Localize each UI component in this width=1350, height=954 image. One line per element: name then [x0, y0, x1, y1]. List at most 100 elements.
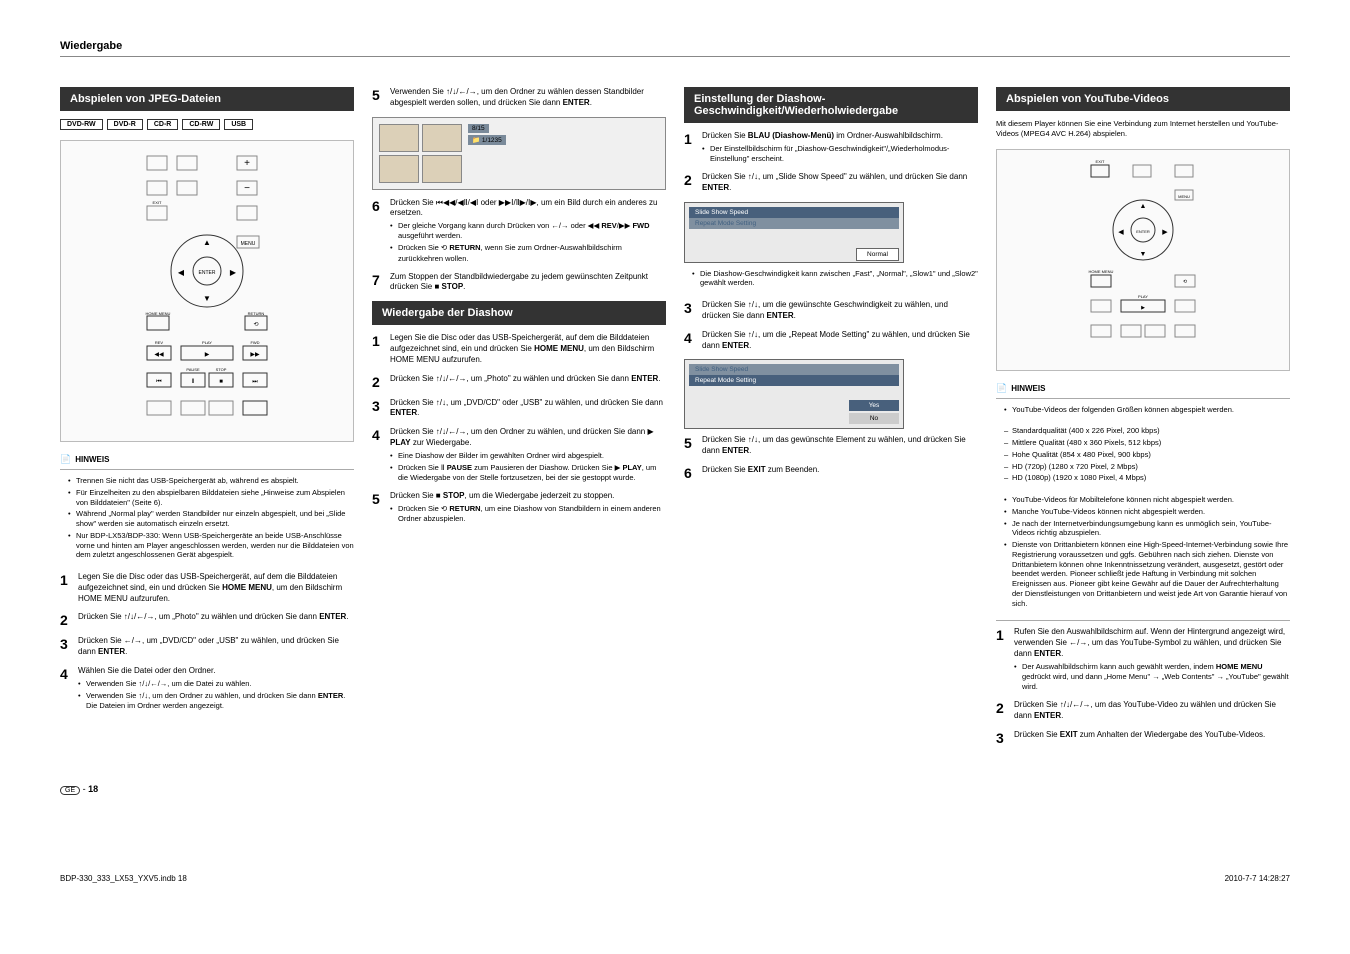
page-number: GE - 18 [60, 784, 1290, 794]
hinweis-list: YouTube-Videos für Mobiltelefone können … [996, 495, 1290, 608]
media-tag: DVD-R [107, 119, 143, 130]
step: 1Rufen Sie den Auswahlbildschirm auf. We… [996, 627, 1290, 692]
section-jpeg-title: Abspielen von JPEG-Dateien [60, 87, 354, 111]
step-text: Drücken Sie ⏮◀◀/◀Ⅱ/◀Ⅰ oder ▶▶Ⅰ/Ⅱ▶/Ⅰ▶, um… [390, 198, 666, 264]
sub-note: Verwenden Sie ↑/↓/←/→, um die Datei zu w… [78, 679, 354, 689]
list-item: YouTube-Videos für Mobiltelefone können … [1004, 495, 1290, 505]
step-text: Rufen Sie den Auswahlbildschirm auf. Wen… [1014, 627, 1290, 692]
step: 5Verwenden Sie ↑/↓/←/→, um den Ordner zu… [372, 87, 666, 109]
step-number: 3 [372, 398, 390, 420]
file-indicator: BDP-330_333_LX53_YXV5.indb 18 [60, 874, 187, 883]
settings-box-repeat: Slide Show Speed Repeat Mode Setting Yes… [684, 359, 904, 429]
svg-text:▼: ▼ [203, 294, 211, 303]
sub-note: Der Auswahlbildschirm kann auch gewählt … [1014, 662, 1290, 692]
svg-text:▼: ▼ [1140, 251, 1147, 258]
svg-text:REV: REV [155, 340, 164, 345]
section-youtube-title: Abspielen von YouTube-Videos [996, 87, 1290, 111]
svg-text:◀: ◀ [1118, 229, 1124, 236]
step-text: Drücken Sie ←/→, um „DVD/CD" oder „USB" … [78, 636, 354, 658]
thumbnail-preview: 8/15 📁 1/1235 [372, 117, 666, 190]
sub-note: Der gleiche Vorgang kann durch Drücken v… [390, 221, 666, 241]
step: 1Legen Sie die Disc oder das USB-Speiche… [372, 333, 666, 365]
media-tag: DVD-RW [60, 119, 103, 130]
step-text: Wählen Sie die Datei oder den Ordner.Ver… [78, 666, 354, 711]
step-text: Drücken Sie ↑/↓/←/→, um „Photo" zu wähle… [78, 612, 354, 628]
step-text: Legen Sie die Disc oder das USB-Speicher… [78, 572, 354, 604]
svg-text:⟲: ⟲ [1183, 279, 1188, 285]
svg-text:PAUSE: PAUSE [186, 367, 200, 372]
list-item: Für Einzelheiten zu den abspielbaren Bil… [68, 488, 354, 508]
hinweis-list: Trennen Sie nicht das USB-Speichergerät … [60, 476, 354, 560]
page-title: Wiedergabe [60, 40, 1290, 52]
date-indicator: 2010-7-7 14:28:27 [1225, 874, 1290, 883]
step-number: 5 [372, 87, 390, 109]
section-speed-title: Einstellung der Diashow-Geschwindigkeit/… [684, 87, 978, 123]
step-text: Drücken Sie ↑/↓/←/→, um den Ordner zu wä… [390, 427, 666, 483]
list-item: Dienste von Drittanbietern können eine H… [1004, 540, 1290, 608]
step: 5Drücken Sie ■ STOP, um die Wiedergabe j… [372, 491, 666, 524]
remote-diagram-small: EXIT MENU ENTER ▲▼ ◀▶ HOME MENU ⟲ ▶PLAY [996, 149, 1290, 371]
svg-text:MENU: MENU [1178, 194, 1190, 199]
svg-text:▶▶: ▶▶ [250, 352, 260, 358]
svg-text:◀◀: ◀◀ [154, 352, 164, 358]
settings-label: Slide Show Speed [689, 364, 899, 375]
step-number: 5 [372, 491, 390, 524]
step-text: Verwenden Sie ↑/↓/←/→, um den Ordner zu … [390, 87, 666, 109]
note-list: Die Diashow-Geschwindigkeit kann zwische… [684, 269, 978, 289]
list-item: Die Diashow-Geschwindigkeit kann zwische… [692, 269, 978, 289]
step-text: Drücken Sie ↑/↓/←/→, um „Photo" zu wähle… [390, 374, 666, 390]
list-item: Je nach der Internetverbindungsumgebung … [1004, 519, 1290, 539]
hinweis-list: YouTube-Videos der folgenden Größen könn… [996, 405, 1290, 415]
svg-text:PLAY: PLAY [202, 340, 212, 345]
svg-text:STOP: STOP [216, 367, 227, 372]
svg-text:▲: ▲ [203, 238, 211, 247]
svg-text:▶: ▶ [205, 352, 210, 358]
column-1: Abspielen von JPEG-Dateien DVD-RW DVD-R … [60, 87, 354, 754]
svg-text:EXIT: EXIT [1096, 160, 1105, 164]
column-2: 5Verwenden Sie ↑/↓/←/→, um den Ordner zu… [372, 87, 666, 754]
svg-text:RETURN: RETURN [248, 311, 265, 316]
svg-text:▶: ▶ [1141, 305, 1145, 311]
intro-text: Mit diesem Player können Sie eine Verbin… [996, 119, 1290, 139]
step: 4Drücken Sie ↑/↓/←/→, um den Ordner zu w… [372, 427, 666, 483]
column-3: Einstellung der Diashow-Geschwindigkeit/… [684, 87, 978, 754]
svg-text:▲: ▲ [1140, 203, 1147, 210]
yes-option: Yes [849, 400, 899, 411]
svg-text:■: ■ [219, 379, 223, 385]
svg-text:◀: ◀ [178, 268, 185, 277]
thumb [422, 124, 462, 152]
step: 2Drücken Sie ↑/↓/←/→, um „Photo" zu wähl… [372, 374, 666, 390]
sub-note: Drücken Sie Ⅱ PAUSE zum Pausieren der Di… [390, 463, 666, 483]
svg-text:▶: ▶ [1162, 229, 1168, 236]
svg-text:HOME MENU: HOME MENU [1089, 269, 1114, 274]
step: 3Drücken Sie EXIT zum Anhalten der Wiede… [996, 730, 1290, 746]
sub-note: Verwenden Sie ↑/↓, um den Ordner zu wähl… [78, 691, 354, 711]
step-text: Drücken Sie ↑/↓/←/→, um das YouTube-Vide… [1014, 700, 1290, 722]
divider [60, 469, 354, 470]
svg-text:ENTER: ENTER [1136, 229, 1150, 234]
media-tag: CD-R [147, 119, 179, 130]
step: 2Drücken Sie ↑/↓, um „Slide Show Speed" … [684, 172, 978, 194]
step-number: 4 [684, 330, 702, 352]
svg-text:ENTER: ENTER [199, 270, 216, 276]
media-tag: CD-RW [182, 119, 220, 130]
svg-text:FWD: FWD [250, 340, 259, 345]
step-number: 2 [684, 172, 702, 194]
sub-note: Der Einstellbildschirm für „Diashow-Gesc… [702, 144, 978, 164]
step-text: Drücken Sie BLAU (Diashow-Menü) im Ordne… [702, 131, 978, 164]
step: 3Drücken Sie ↑/↓, um „DVD/CD" oder „USB"… [372, 398, 666, 420]
step-number: 2 [60, 612, 78, 628]
thumb-info: 8/15 📁 1/1235 [468, 124, 506, 183]
step-text: Drücken Sie ↑/↓, um „DVD/CD" oder „USB" … [390, 398, 666, 420]
step: 4Wählen Sie die Datei oder den Ordner.Ve… [60, 666, 354, 711]
step: 3Drücken Sie ←/→, um „DVD/CD" oder „USB"… [60, 636, 354, 658]
footer: BDP-330_333_LX53_YXV5.indb 18 2010-7-7 1… [0, 874, 1350, 903]
svg-text:▶: ▶ [230, 268, 237, 277]
svg-text:HOME MENU: HOME MENU [146, 311, 171, 316]
step-number: 1 [372, 333, 390, 365]
list-item: Nur BDP-LX53/BDP-330: Wenn USB-Speicherg… [68, 531, 354, 560]
remote-diagram: + − EXIT ENTER ▲▼ ◀▶ MENU HOME MENU ⟲RET… [60, 140, 354, 442]
sub-note: Drücken Sie ⟲ RETURN, wenn Sie zum Ordne… [390, 243, 666, 263]
step-number: 7 [372, 272, 390, 294]
step-number: 5 [684, 435, 702, 457]
